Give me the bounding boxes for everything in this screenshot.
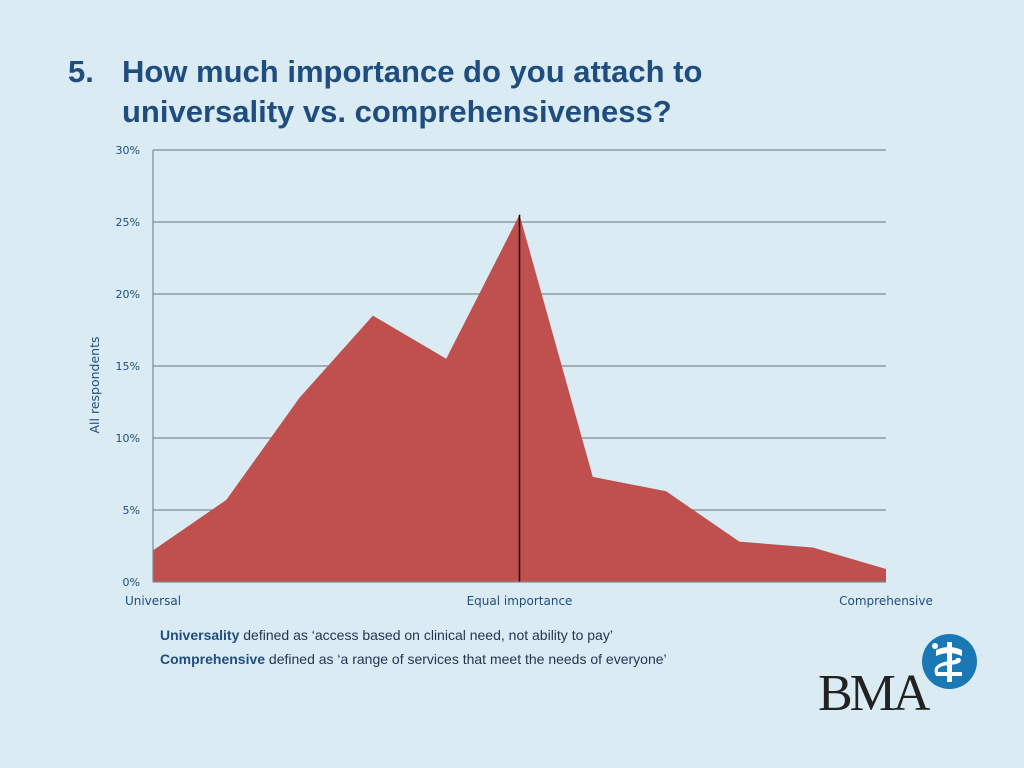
bma-caduceus-icon: [922, 634, 977, 689]
y-tick-label: 30%: [116, 144, 140, 157]
definition-term: Universality: [160, 627, 240, 643]
y-tick-label: 25%: [116, 216, 140, 229]
x-tick-label: Comprehensive: [839, 594, 933, 608]
y-tick-label: 20%: [116, 288, 140, 301]
question-number: 5.: [68, 54, 94, 89]
y-tick-label: 10%: [116, 432, 140, 445]
definition-universality: Universality defined as ‘access based on…: [160, 623, 667, 647]
definition-comprehensive: Comprehensive defined as ‘a range of ser…: [160, 647, 667, 671]
question-text: How much importance do you attach to uni…: [122, 54, 703, 129]
x-tick-label: Equal importance: [467, 594, 573, 608]
definition-term: Comprehensive: [160, 651, 266, 667]
definitions: Universality defined as ‘access based on…: [160, 623, 667, 671]
y-tick-label: 5%: [123, 504, 140, 517]
bma-logo: BMA: [818, 634, 980, 722]
y-axis-label: All respondents: [87, 336, 102, 433]
definition-text: defined as ‘a range of services that mee…: [265, 651, 667, 667]
y-tick-label: 0%: [123, 576, 140, 589]
y-tick-label: 15%: [116, 360, 140, 373]
x-tick-label: Universal: [125, 594, 181, 608]
definition-text: defined as ‘access based on clinical nee…: [239, 627, 613, 643]
y-tick-labels: 0% 5% 10% 15% 20% 25% 30%: [116, 144, 140, 589]
bma-wordmark: BMA: [818, 665, 930, 722]
x-tick-labels: Universal Equal importance Comprehensive: [125, 594, 933, 608]
